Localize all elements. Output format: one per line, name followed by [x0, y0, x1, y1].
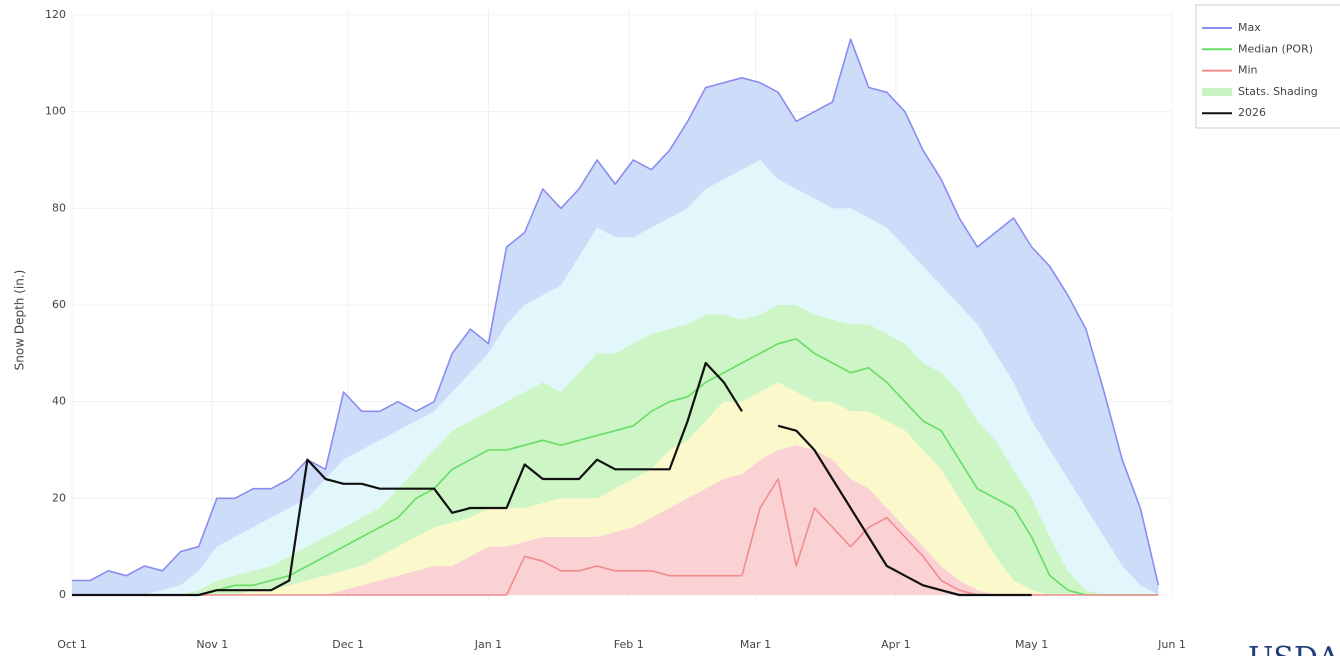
series-line: [72, 38, 1160, 586]
x-tick-label: Jan 1: [474, 638, 502, 651]
x-tick-label: Dec 1: [332, 638, 364, 651]
shading-band: [72, 445, 1159, 595]
x-tick-label: Nov 1: [196, 638, 228, 651]
legend-label: 2026: [1238, 106, 1266, 119]
y-tick-label: 40: [52, 395, 66, 408]
x-tick-label: May 1: [1015, 638, 1048, 651]
shading-band: [72, 305, 1159, 595]
series-line: [72, 361, 1032, 597]
y-tick-label: 120: [45, 8, 66, 21]
series-line: [72, 338, 1159, 596]
legend-label: Max: [1238, 21, 1261, 34]
y-axis-label: Snow Depth (in.): [13, 270, 27, 371]
x-tick-label: Mar 1: [740, 638, 771, 651]
y-tick-label: 80: [52, 201, 66, 214]
shading-band: [72, 160, 1159, 595]
y-tick-label: 60: [52, 298, 66, 311]
x-tick-label: Apr 1: [881, 638, 911, 651]
legend-label: Median (POR): [1238, 42, 1313, 55]
y-tick-label: 20: [52, 491, 66, 504]
shading-band: [72, 382, 1159, 595]
y-tick-label: 0: [59, 588, 66, 601]
x-tick-label: Oct 1: [57, 638, 87, 651]
logo: USDA: [1248, 641, 1340, 656]
x-tick-label: Feb 1: [614, 638, 644, 651]
x-tick-label: Jun 1: [1157, 638, 1186, 651]
y-tick-label: 100: [45, 105, 66, 118]
legend-label: Min: [1238, 64, 1258, 77]
legend-label: Stats. Shading: [1238, 85, 1318, 98]
legend-box: [1195, 4, 1340, 129]
shading-band: [72, 39, 1159, 595]
